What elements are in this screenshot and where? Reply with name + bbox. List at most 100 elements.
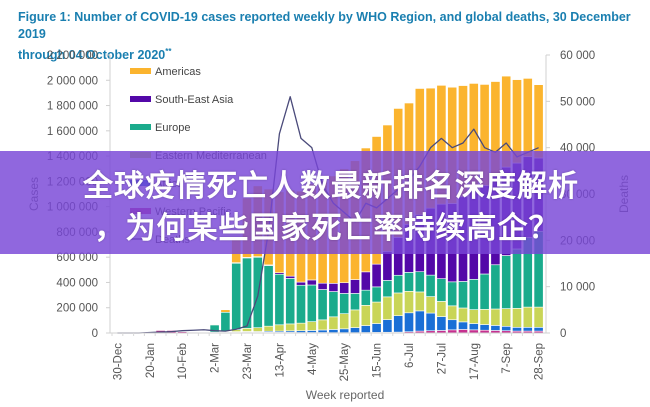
banner-headline-line-1: 全球疫情死亡人数最新排名深度解析	[83, 169, 579, 204]
bar-south-east-asia-week-19	[317, 282, 328, 290]
y-tick-label: 200 000	[56, 303, 98, 315]
bar-eastern-mediterranean-week-17	[296, 322, 306, 332]
bar-africa-week-30	[436, 316, 447, 331]
bar-americas-week-39	[533, 84, 544, 159]
bar-south-east-asia-week-20	[328, 283, 339, 292]
legend-label: Europe	[155, 122, 190, 134]
bar-europe-week-19	[317, 289, 328, 321]
bar-africa-week-28	[414, 310, 425, 332]
bar-africa-week-26	[393, 315, 404, 333]
bar-south-east-asia-week-22	[350, 279, 360, 294]
bar-europe-week-27	[404, 272, 414, 292]
bar-eastern-mediterranean-week-22	[350, 309, 360, 328]
bar-africa-week-25	[382, 319, 393, 333]
bar-europe-week-16	[285, 278, 296, 325]
bar-africa-week-27	[404, 312, 414, 333]
bar-africa-week-29	[425, 312, 436, 332]
bar-africa-week-39	[533, 327, 544, 332]
bar-eastern-mediterranean-week-31	[447, 305, 458, 321]
bar-europe-week-37	[512, 248, 522, 309]
bar-africa-week-33	[468, 323, 479, 331]
x-tick-label: 4-May	[307, 343, 319, 375]
bar-africa-week-23	[360, 325, 371, 333]
bar-eastern-mediterranean-week-27	[404, 290, 414, 314]
bar-eastern-mediterranean-week-21	[339, 313, 350, 330]
bar-africa-week-24	[371, 323, 382, 333]
bar-eastern-mediterranean-week-29	[425, 296, 436, 314]
bar-eastern-mediterranean-week-38	[522, 306, 533, 328]
bar-eastern-mediterranean-week-24	[371, 301, 382, 324]
bar-africa-week-35	[490, 325, 501, 331]
headline-banner: 全球疫情死亡人数最新排名深度解析 ，为何某些国家死亡率持续高企？	[0, 151, 650, 254]
bar-eastern-mediterranean-week-26	[393, 292, 404, 316]
legend-label: South-East Asia	[155, 94, 234, 106]
bar-south-east-asia-week-17	[296, 281, 306, 286]
figure-title-line-1: Figure 1: Number of COVID-19 cases repor…	[18, 10, 631, 41]
bar-eastern-mediterranean-week-13	[252, 327, 263, 332]
bar-south-east-asia-week-23	[360, 271, 371, 291]
x-axis-title: Week reported	[306, 388, 385, 402]
x-tick-label: 13-Apr	[274, 343, 286, 378]
y2-tick-label: 0	[560, 328, 566, 340]
bar-eastern-mediterranean-week-33	[468, 309, 479, 324]
x-tick-label: 7-Sep	[501, 343, 513, 374]
x-tick-label: 6-Jul	[404, 343, 416, 368]
bar-eastern-mediterranean-week-34	[479, 309, 490, 325]
bar-south-east-asia-week-25	[382, 251, 393, 281]
bar-europe-week-21	[339, 293, 350, 314]
bar-americas-week-10	[220, 309, 231, 313]
bar-europe-week-15	[274, 273, 285, 326]
x-tick-label: 28-Sep	[534, 343, 546, 380]
figure-title-footnote-mark: **	[165, 47, 172, 56]
y2-tick-label: 60 000	[560, 50, 595, 62]
bar-eastern-mediterranean-week-25	[382, 296, 393, 320]
bar-eastern-mediterranean-week-30	[436, 301, 447, 317]
bar-south-east-asia-week-18	[306, 279, 317, 286]
y2-tick-label: 10 000	[560, 282, 595, 294]
bar-eastern-mediterranean-week-23	[360, 305, 371, 326]
bar-europe-week-20	[328, 291, 339, 318]
bar-africa-week-22	[350, 327, 360, 333]
x-tick-label: 27-Jul	[436, 343, 448, 374]
bar-eastern-mediterranean-week-16	[285, 323, 296, 332]
bar-western-pacific-week-32	[458, 329, 468, 334]
bar-europe-week-28	[414, 271, 425, 293]
legend-swatch-americas	[130, 68, 151, 74]
x-tick-label: 17-Aug	[469, 343, 481, 380]
bar-eastern-mediterranean-week-36	[501, 308, 512, 327]
bar-africa-week-38	[522, 327, 533, 332]
y-tick-label: 1 800 000	[47, 101, 98, 113]
bar-europe-week-32	[458, 281, 468, 309]
bar-eastern-mediterranean-week-37	[512, 308, 522, 328]
bar-eastern-mediterranean-week-15	[274, 324, 285, 332]
bar-south-east-asia-week-21	[339, 282, 350, 294]
bar-europe-week-17	[296, 284, 306, 324]
figure-title-line-2-text: through 04 October 2020	[18, 48, 166, 63]
y-tick-label: 400 000	[56, 277, 98, 289]
figure-title: Figure 1: Number of COVID-19 cases repor…	[18, 9, 638, 64]
bar-eastern-mediterranean-week-35	[490, 308, 501, 326]
bar-eastern-mediterranean-week-39	[533, 306, 544, 328]
bar-africa-week-37	[512, 327, 522, 332]
x-tick-label: 30-Dec	[112, 343, 124, 380]
x-tick-label: 23-Mar	[242, 343, 254, 380]
bar-europe-week-26	[393, 274, 404, 294]
bar-eastern-mediterranean-week-12	[242, 328, 252, 332]
bar-europe-week-10	[220, 311, 231, 332]
bar-europe-week-14	[263, 265, 274, 327]
bar-europe-week-24	[371, 286, 382, 303]
bar-europe-week-29	[425, 274, 436, 297]
x-tick-label: 25-May	[339, 343, 351, 382]
y-tick-label: 600 000	[56, 252, 98, 264]
bar-europe-week-25	[382, 280, 393, 298]
y-tick-label: 2 200 000	[47, 50, 98, 62]
x-tick-label: 15-Jun	[372, 343, 384, 378]
x-tick-label: 10-Feb	[177, 343, 189, 379]
legend-swatch-europe	[130, 124, 151, 130]
bar-europe-week-22	[350, 293, 360, 311]
y-tick-label: 2 000 000	[47, 75, 98, 87]
bar-africa-week-20	[328, 329, 339, 333]
bar-eastern-mediterranean-week-14	[263, 325, 274, 332]
bar-europe-week-33	[468, 278, 479, 310]
y-tick-label: 0	[92, 328, 98, 340]
